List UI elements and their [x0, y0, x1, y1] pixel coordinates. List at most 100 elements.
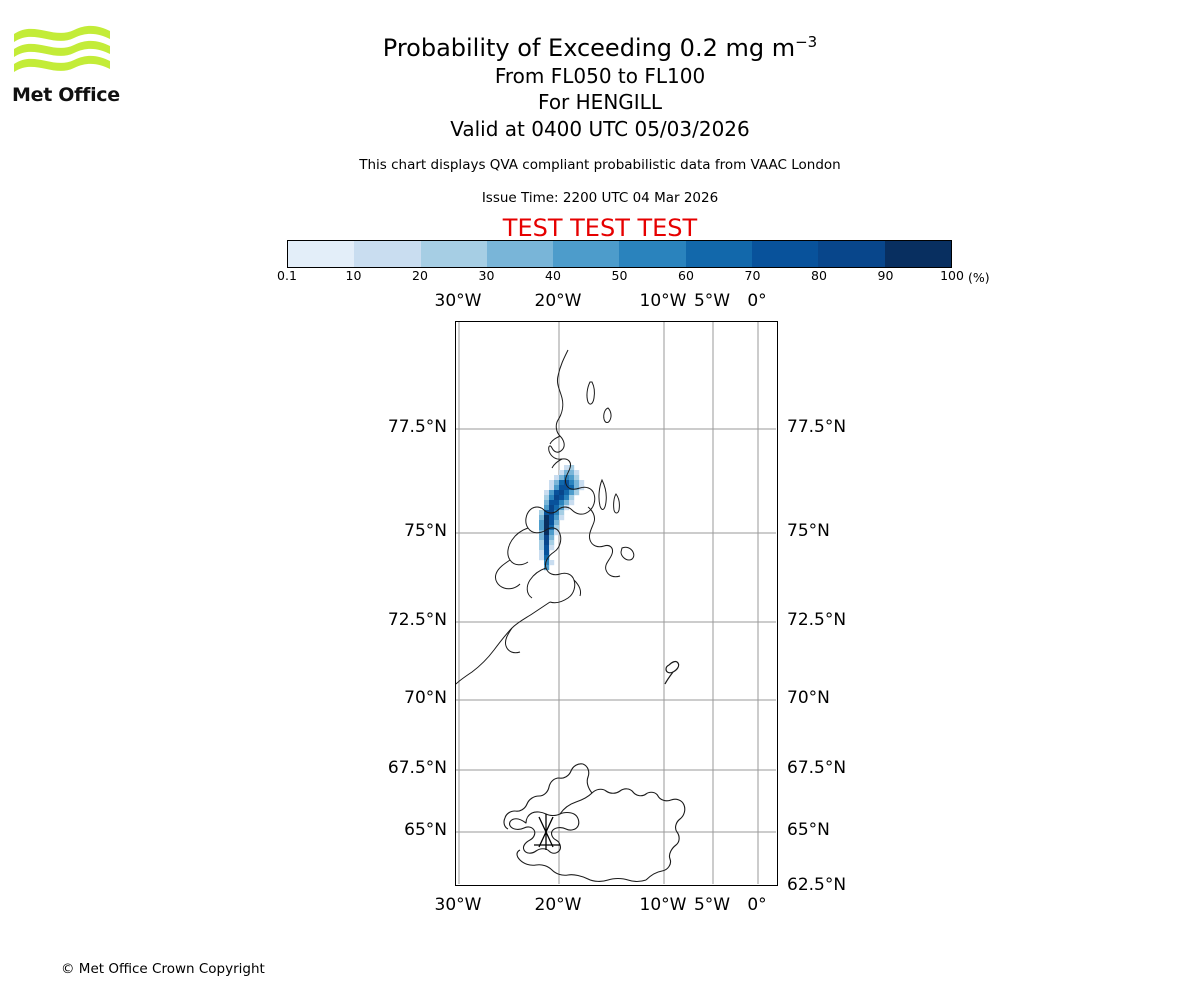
coastline-islands	[586, 381, 635, 561]
lat-label-right-75: 75°N	[787, 521, 830, 541]
plume-cell	[539, 520, 545, 526]
page-title: Probability of Exceeding 0.2 mg m−3	[0, 27, 1200, 63]
plume-cell	[569, 495, 575, 501]
met-office-wordmark: Met Office	[12, 84, 120, 106]
plume-cell	[569, 490, 575, 496]
plume-cell	[559, 485, 565, 491]
plume-cell	[544, 500, 550, 506]
plume-cell	[544, 535, 550, 541]
plume-cell	[564, 490, 570, 496]
colorbar-tick-30: 30	[478, 268, 495, 283]
colorbar	[287, 240, 952, 268]
colorbar-tick-20: 20	[412, 268, 428, 283]
plume-cell	[539, 540, 545, 546]
met-office-logo: Met Office	[10, 22, 130, 112]
page-title-exponent: −3	[795, 33, 818, 51]
plume-cell	[554, 530, 560, 536]
lon-label-bottom-0: 0°	[747, 895, 767, 915]
chart-note: This chart displays QVA compliant probab…	[359, 157, 841, 173]
plume-cell	[574, 480, 580, 486]
issue-time: Issue Time: 2200 UTC 04 Mar 2026	[481, 190, 719, 206]
met-office-wave-icon	[14, 25, 110, 72]
plume-cell	[559, 500, 565, 506]
plume-cell	[539, 525, 545, 531]
colorbar-band-9	[884, 241, 951, 267]
plume-cell	[544, 520, 550, 526]
plume-cell	[549, 545, 555, 551]
plume-cell	[554, 525, 560, 531]
plume-cell	[554, 485, 560, 491]
plume-cell	[549, 520, 555, 526]
page-title-text: Probability of Exceeding 0.2 mg m	[382, 34, 796, 62]
lon-label-bottom--10: 10°W	[639, 895, 687, 915]
lat-label-right-72.5: 72.5°N	[787, 610, 847, 630]
coastline-jan-mayen	[664, 660, 680, 685]
colorbar-band-3	[486, 241, 554, 267]
plume-cell	[564, 485, 570, 491]
plume-cell	[539, 555, 545, 561]
plume-cell	[549, 480, 555, 486]
volcano-subtitle: For HENGILL	[538, 90, 662, 114]
plume-cell	[544, 495, 550, 501]
lat-label-left-67.5: 67.5°N	[387, 758, 447, 778]
lat-label-right-67.5: 67.5°N	[787, 758, 847, 778]
plume-cell	[554, 480, 560, 486]
colorbar-band-0	[288, 241, 355, 267]
plume-cell	[544, 560, 550, 566]
colorbar-tick-50: 50	[611, 268, 628, 283]
plume-cell	[569, 470, 575, 476]
colorbar-band-1	[354, 241, 421, 267]
plume-cell	[554, 520, 560, 526]
plume-cell	[544, 540, 550, 546]
colorbar-tick-90: 90	[877, 268, 894, 283]
plume-cell	[569, 500, 575, 506]
plume-cell	[544, 490, 550, 496]
plume-cell	[559, 510, 565, 516]
plume-cell	[574, 490, 580, 496]
colorbar-tick-40: 40	[545, 268, 561, 283]
colorbar-tick-10: 10	[345, 268, 362, 283]
plume-cell	[574, 470, 580, 476]
colorbar-band-6	[685, 241, 753, 267]
lat-label-right-77.5: 77.5°N	[787, 417, 847, 437]
lon-label-top-0: 0°	[747, 291, 767, 311]
plume-cell	[549, 515, 555, 521]
plume-cell	[539, 550, 545, 556]
plume-cell	[549, 535, 555, 541]
colorbar-tick-80: 80	[811, 268, 827, 283]
lat-label-left-70: 70°N	[404, 688, 447, 708]
plume-cell	[544, 565, 550, 571]
plume-cell	[549, 505, 555, 511]
colorbar-units-label: (%)	[968, 270, 990, 285]
plume-cell	[554, 495, 560, 501]
lon-label-top--5: 5°W	[693, 291, 731, 311]
plume-cell	[574, 485, 580, 491]
plume-cell	[574, 475, 580, 481]
plume-cell	[569, 485, 575, 491]
plume-cell	[544, 510, 550, 516]
lat-label-right-70: 70°N	[787, 688, 830, 708]
coastline-greenland	[456, 349, 621, 685]
coastline-iceland	[503, 763, 686, 883]
ash-probability-plume	[539, 465, 585, 571]
plume-cell	[544, 525, 550, 531]
lon-label-bottom--5: 5°W	[693, 895, 731, 915]
lat-label-right-62.5: 62.5°N	[787, 875, 847, 895]
plume-cell	[539, 545, 545, 551]
plume-cell	[559, 475, 565, 481]
lat-label-left-77.5: 77.5°N	[387, 417, 447, 437]
plume-cell	[554, 490, 560, 496]
colorbar-band-8	[818, 241, 885, 267]
plume-cell	[549, 540, 555, 546]
lon-label-bottom--30: 30°W	[434, 895, 482, 915]
plume-cell	[549, 485, 555, 491]
plume-cell	[564, 470, 570, 476]
map-svg	[456, 322, 776, 884]
colorbar-band-2	[420, 241, 487, 267]
plume-cell	[554, 510, 560, 516]
lat-label-right-65: 65°N	[787, 820, 830, 840]
plume-cell	[569, 480, 575, 486]
plume-cell	[559, 470, 565, 476]
colorbar-band-7	[752, 241, 819, 267]
plume-cell	[549, 495, 555, 501]
